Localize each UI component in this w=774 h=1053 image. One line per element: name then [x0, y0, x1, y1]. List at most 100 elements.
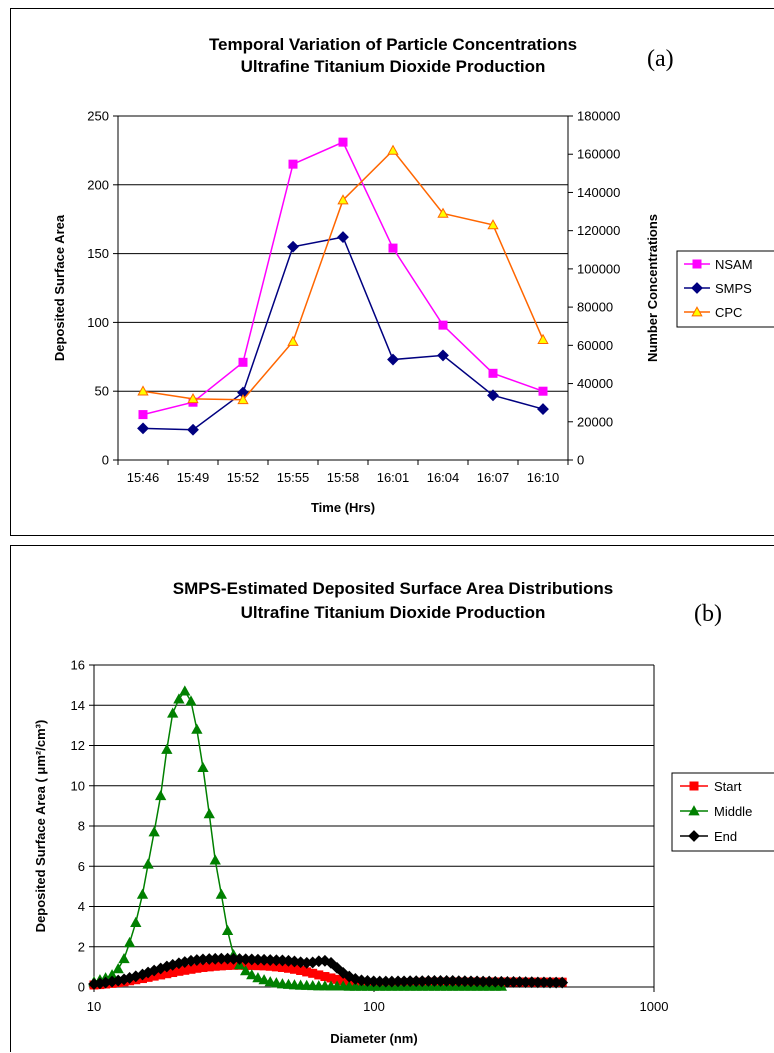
data-point-cpc — [537, 333, 549, 344]
data-point-end — [325, 956, 337, 969]
chart-b-svg: 0 2 4 6 8 10 12 14 16 10 100 1000 Diameter (nm) Depos… — [33, 658, 774, 1046]
data-point-end — [556, 976, 569, 989]
y-axis-label-a: Deposited Surface Area — [52, 214, 67, 361]
data-point-cpc — [237, 393, 249, 405]
data-point-middle — [123, 936, 136, 948]
legend-label-smps: SMPS — [715, 281, 752, 296]
chart-panel-b: SMPS-Estimated Deposited Surface Area Di… — [10, 545, 774, 1052]
data-point-middle — [197, 761, 209, 772]
data-point-middle — [179, 685, 191, 696]
data-point-middle — [167, 707, 179, 718]
data-point-smps — [437, 349, 449, 362]
y2-tick-label-a: 120000 — [577, 223, 620, 238]
data-point-smps — [287, 240, 299, 253]
data-point-middle — [148, 826, 160, 837]
data-point-middle — [258, 974, 270, 985]
chart-a-panel-label: (a) — [647, 46, 674, 72]
y-tick-label-b: 6 — [78, 859, 85, 874]
x-tick-label-a: 15:55 — [277, 470, 310, 485]
data-point-nsam — [538, 386, 548, 396]
data-point-middle — [246, 969, 258, 980]
chart-panel-a: Temporal Variation of Particle Concentra… — [10, 8, 774, 536]
x-axis-label-b: Diameter (nm) — [330, 1031, 417, 1046]
legend-marker-nsam — [692, 259, 702, 269]
data-point-nsam — [238, 357, 248, 367]
y-tick-label-a: 150 — [87, 246, 109, 261]
data-point-end — [331, 961, 343, 974]
x-tick-label-a: 15:46 — [127, 470, 160, 485]
y2-tick-label-a: 140000 — [577, 185, 620, 200]
legend-label-cpc: CPC — [715, 305, 742, 320]
legend-marker-cpc — [691, 306, 703, 317]
y-tick-label-a: 100 — [87, 315, 109, 330]
legend-label-middle: Middle — [714, 804, 752, 819]
data-point-middle — [209, 854, 221, 865]
chart-a-svg: 0 50 100 150 200 250 0 20000 40000 60000 80000 1000… — [52, 109, 774, 515]
x-tick-label-a: 15:49 — [177, 470, 210, 485]
data-point-cpc — [387, 144, 399, 155]
x-tick-label-a: 15:52 — [227, 470, 260, 485]
x-tick-label-a: 15:58 — [327, 470, 360, 485]
data-point-nsam — [438, 320, 448, 330]
y-tick-label-a: 50 — [95, 384, 109, 399]
data-point-smps — [387, 353, 399, 366]
y-tick-label-b: 4 — [78, 899, 85, 914]
chart-b-subtitle: Ultrafine Titanium Dioxide Production — [240, 603, 546, 622]
data-point-middle — [221, 924, 234, 935]
data-point-nsam — [338, 137, 348, 147]
y2-tick-label-a: 20000 — [577, 414, 613, 429]
data-point-cpc — [337, 194, 349, 205]
data-point-middle — [215, 888, 228, 899]
data-point-cpc — [137, 385, 149, 396]
y-tick-label-a: 0 — [102, 453, 109, 468]
data-point-smps — [537, 403, 549, 415]
chart-b-title: SMPS-Estimated Deposited Surface Area Di… — [172, 579, 614, 598]
chart-a-title: Temporal Variation of Particle Concentra… — [208, 35, 578, 54]
chart-a-subtitle: Ultrafine Titanium Dioxide Production — [240, 57, 546, 76]
y-axis-label-b: Deposited Surface Area ( μm²/cm³) — [33, 720, 48, 933]
y2-tick-label-a: 160000 — [577, 147, 620, 162]
data-point-cpc — [487, 219, 499, 230]
chart-b-panel-label: (b) — [694, 601, 722, 627]
data-point-middle — [270, 977, 283, 988]
data-point-smps — [187, 423, 199, 436]
legend-marker-middle — [688, 805, 700, 816]
y2-tick-label-a: 180000 — [577, 109, 620, 124]
data-point-middle — [264, 976, 276, 987]
data-point-middle — [185, 695, 197, 706]
data-point-cpc — [287, 335, 299, 346]
data-point-cpc — [437, 207, 449, 218]
plot-area-a — [118, 116, 568, 460]
y-tick-label-b: 10 — [71, 778, 85, 793]
legend-marker-end — [688, 830, 700, 842]
data-point-middle — [118, 952, 130, 964]
legend-label-nsam: NSAM — [715, 257, 753, 272]
y2-tick-label-a: 40000 — [577, 376, 613, 391]
data-point-middle — [252, 972, 264, 983]
y-tick-label-a: 200 — [87, 177, 109, 192]
data-point-nsam — [288, 159, 298, 169]
y-tick-label-b: 2 — [78, 939, 85, 954]
legend-label-end: End — [714, 829, 737, 844]
data-point-middle — [142, 858, 154, 869]
data-point-middle — [239, 965, 252, 976]
x-tick-label-b: 100 — [363, 999, 385, 1014]
x-tick-label-b: 1000 — [640, 999, 669, 1014]
y-tick-label-a: 250 — [87, 109, 109, 124]
data-point-middle — [130, 916, 142, 927]
x-tick-label-a: 16:04 — [427, 470, 460, 485]
legend-label-start: Start — [714, 779, 742, 794]
legend-marker-start — [689, 781, 699, 791]
y-tick-label-b: 12 — [71, 738, 85, 753]
x-axis-label-a: Time (Hrs) — [311, 500, 375, 515]
data-point-middle — [161, 743, 173, 754]
data-point-smps — [337, 231, 349, 243]
data-point-cpc — [187, 393, 199, 404]
x-tick-label-a: 16:01 — [377, 470, 410, 485]
y2-tick-label-a: 60000 — [577, 338, 613, 353]
y2-tick-label-a: 0 — [577, 453, 584, 468]
data-point-middle — [191, 723, 203, 734]
data-point-middle — [112, 963, 124, 974]
x-tick-label-b: 10 — [87, 999, 101, 1014]
y2-tick-label-a: 100000 — [577, 261, 620, 276]
